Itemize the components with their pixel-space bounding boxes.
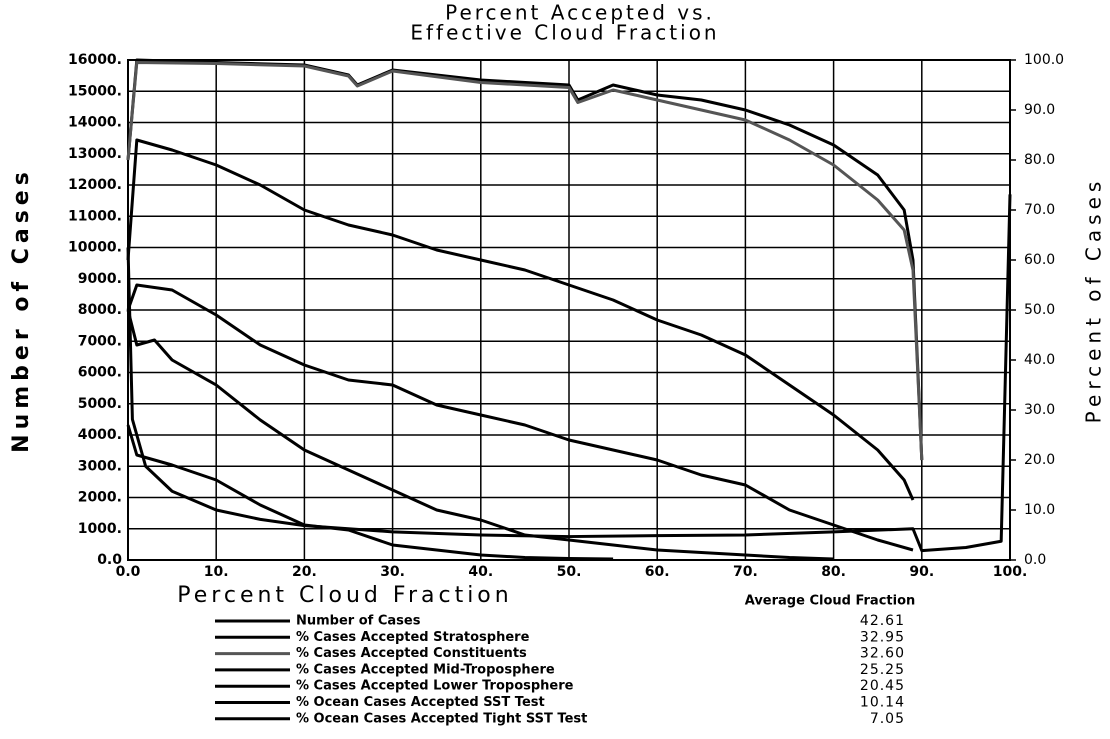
legend-label: % Cases Accepted Constituents — [296, 646, 527, 661]
x-axis-label: Percent Cloud Fraction — [177, 583, 512, 608]
x-tick-label: 10. — [204, 564, 229, 580]
legend-label: % Ocean Cases Accepted Tight SST Test — [296, 711, 587, 726]
x-tick-label: 100. — [993, 564, 1028, 580]
legend-label: % Cases Accepted Stratosphere — [296, 630, 530, 645]
legend-value: 25.25 — [860, 662, 905, 678]
y-tick-label: 6000. — [78, 365, 122, 381]
x-tick-label: 40. — [468, 564, 493, 580]
series-line — [126, 283, 914, 552]
legend-value: 10.14 — [860, 695, 905, 711]
y2-tick-label: 60.0 — [1024, 252, 1055, 268]
y-tick-label: 5000. — [78, 396, 122, 412]
legend-label: % Ocean Cases Accepted SST Test — [296, 695, 545, 710]
y2-tick-label: 100.0 — [1024, 52, 1064, 68]
series-line — [126, 309, 834, 561]
y-tick-label: 0.0 — [97, 552, 122, 568]
chart-title: Percent Accepted vs. — [445, 1, 715, 25]
x-tick-label: 0.0 — [116, 564, 141, 580]
x-tick-label: 80. — [821, 564, 846, 580]
y2-tick-label: 10.0 — [1024, 502, 1055, 518]
y2-tick-label: 40.0 — [1024, 352, 1055, 368]
chart-title: Effective Cloud Fraction — [410, 21, 719, 45]
y-tick-label: 13000. — [68, 146, 122, 162]
y-tick-label: 10000. — [68, 240, 122, 256]
y2-tick-label: 30.0 — [1024, 402, 1055, 418]
y-tick-label: 7000. — [78, 333, 122, 349]
legend-label: % Cases Accepted Mid-Troposphere — [296, 662, 555, 677]
y-tick-label: 8000. — [78, 302, 122, 318]
legend-label: % Cases Accepted Lower Troposphere — [296, 679, 574, 694]
legend-value: 32.95 — [860, 629, 905, 645]
x-tick-label: 50. — [557, 564, 582, 580]
legend-value: 20.45 — [860, 678, 905, 694]
legend-header: Average Cloud Fraction — [745, 594, 916, 609]
x-tick-label: 30. — [380, 564, 405, 580]
y-tick-label: 3000. — [78, 458, 122, 474]
y2-tick-label: 90.0 — [1024, 102, 1055, 118]
y-tick-label: 1000. — [78, 521, 122, 537]
y-tick-label: 16000. — [68, 52, 122, 68]
y2-axis-label: Percent of Cases — [1082, 177, 1106, 424]
x-tick-label: 90. — [909, 564, 934, 580]
y-tick-label: 14000. — [68, 115, 122, 131]
series-line — [126, 138, 915, 501]
legend-value: 7.05 — [870, 711, 905, 727]
y2-tick-label: 20.0 — [1024, 452, 1055, 468]
y-tick-label: 2000. — [78, 490, 122, 506]
y-tick-label: 9000. — [78, 271, 122, 287]
y-tick-label: 4000. — [78, 427, 122, 443]
y2-tick-label: 0.0 — [1024, 552, 1046, 568]
legend-label: Number of Cases — [296, 614, 421, 629]
x-tick-label: 20. — [292, 564, 317, 580]
legend-value: 42.61 — [860, 613, 905, 629]
series-line — [126, 424, 614, 561]
series-line — [126, 61, 924, 461]
y-tick-label: 12000. — [68, 177, 122, 193]
x-tick-label: 60. — [645, 564, 670, 580]
legend-value: 32.60 — [860, 646, 905, 662]
y-axis-label: Number of Cases — [9, 167, 34, 453]
y-tick-label: 11000. — [68, 208, 122, 224]
x-tick-label: 70. — [733, 564, 758, 580]
y-tick-label: 15000. — [68, 83, 122, 99]
series-line — [126, 58, 924, 461]
y2-tick-label: 70.0 — [1024, 202, 1055, 218]
y2-tick-label: 50.0 — [1024, 302, 1055, 318]
y2-tick-label: 80.0 — [1024, 152, 1055, 168]
